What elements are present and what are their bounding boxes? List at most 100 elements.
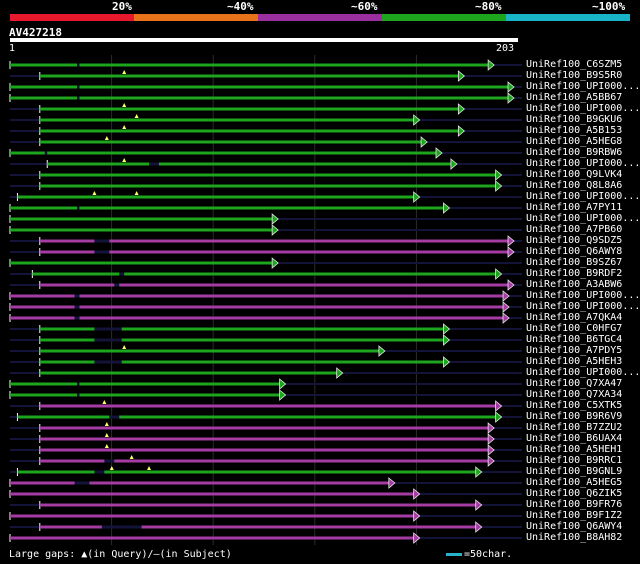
hit-row[interactable] bbox=[10, 367, 522, 379]
hit-label[interactable]: UniRef100_A5HEG8 bbox=[526, 136, 623, 147]
hit-row[interactable] bbox=[10, 268, 522, 280]
hit-row[interactable] bbox=[10, 191, 522, 203]
hit-row[interactable] bbox=[10, 466, 522, 478]
hit-bar[interactable] bbox=[39, 140, 424, 144]
hit-label[interactable]: UniRef100_C0HFG7 bbox=[526, 323, 623, 334]
hit-label[interactable]: UniRef100_B9GNL9 bbox=[526, 466, 623, 477]
hit-bar[interactable] bbox=[10, 151, 438, 155]
hit-bar[interactable] bbox=[39, 459, 491, 463]
hit-label[interactable]: UniRef100_UPI000... bbox=[526, 213, 640, 224]
hit-row[interactable] bbox=[10, 400, 522, 412]
hit-label[interactable]: UniRef100_Q6AWY8 bbox=[526, 246, 623, 257]
hit-bar[interactable] bbox=[39, 74, 461, 78]
hit-row[interactable] bbox=[10, 455, 522, 467]
hit-row[interactable] bbox=[9, 147, 522, 159]
hit-label[interactable]: UniRef100_B9RDF2 bbox=[526, 268, 623, 279]
hit-bar[interactable] bbox=[39, 327, 446, 331]
hit-label[interactable]: UniRef100_UPI000... bbox=[526, 290, 640, 301]
hit-label[interactable]: UniRef100_B9SZ67 bbox=[526, 257, 623, 268]
hit-bar[interactable] bbox=[47, 162, 453, 166]
hit-row[interactable] bbox=[10, 279, 522, 291]
hit-row[interactable] bbox=[10, 411, 522, 423]
hit-label[interactable]: UniRef100_B9S5R0 bbox=[526, 70, 623, 81]
hit-bar[interactable] bbox=[39, 360, 446, 364]
hit-bar[interactable] bbox=[10, 63, 491, 67]
hit-bar[interactable] bbox=[39, 448, 491, 452]
hit-label[interactable]: UniRef100_C5XTK5 bbox=[526, 400, 623, 411]
hit-row[interactable] bbox=[9, 301, 522, 313]
hit-bar[interactable] bbox=[39, 426, 491, 430]
hit-label[interactable]: UniRef100_B9FR76 bbox=[526, 499, 623, 510]
hit-bar[interactable] bbox=[10, 536, 416, 540]
hit-label[interactable]: UniRef100_Q8L8A6 bbox=[526, 180, 623, 191]
hit-label[interactable]: UniRef100_B7ZZU2 bbox=[526, 422, 623, 433]
hit-bar[interactable] bbox=[39, 404, 498, 408]
hit-bar[interactable] bbox=[39, 107, 461, 111]
hit-bar[interactable] bbox=[39, 283, 511, 287]
hit-bar[interactable] bbox=[10, 393, 282, 397]
hit-row[interactable] bbox=[10, 433, 522, 445]
hit-label[interactable]: UniRef100_B9F1Z2 bbox=[526, 510, 623, 521]
hit-row[interactable] bbox=[10, 114, 522, 126]
hit-row[interactable] bbox=[9, 213, 522, 225]
hit-bar[interactable] bbox=[17, 415, 498, 419]
hit-label[interactable]: UniRef100_B9RRC1 bbox=[526, 455, 623, 466]
hit-bar[interactable] bbox=[10, 96, 510, 100]
hit-label[interactable]: UniRef100_Q9LVK4 bbox=[526, 169, 623, 180]
hit-bar[interactable] bbox=[39, 503, 478, 507]
hit-row[interactable] bbox=[9, 224, 522, 236]
hit-label[interactable]: UniRef100_UPI000... bbox=[526, 301, 640, 312]
hit-row[interactable] bbox=[9, 59, 522, 71]
hit-label[interactable]: UniRef100_Q6AWY4 bbox=[526, 521, 623, 532]
hit-bar[interactable] bbox=[17, 470, 478, 474]
hit-bar[interactable] bbox=[10, 492, 416, 496]
hit-label[interactable]: UniRef100_A3ABW6 bbox=[526, 279, 623, 290]
hit-row[interactable] bbox=[9, 81, 522, 93]
hit-row[interactable] bbox=[10, 345, 522, 357]
hit-bar[interactable] bbox=[10, 294, 506, 298]
hit-row[interactable] bbox=[10, 422, 522, 434]
hit-bar[interactable] bbox=[39, 525, 478, 529]
hit-row[interactable] bbox=[9, 202, 522, 214]
hit-row[interactable] bbox=[9, 488, 522, 500]
hit-label[interactable]: UniRef100_Q6ZIK5 bbox=[526, 488, 623, 499]
hit-row[interactable] bbox=[10, 136, 522, 148]
hit-row[interactable] bbox=[10, 125, 522, 137]
hit-label[interactable]: UniRef100_UPI000... bbox=[526, 103, 640, 114]
hit-row[interactable] bbox=[9, 510, 522, 522]
hit-label[interactable]: UniRef100_UPI000... bbox=[526, 158, 640, 169]
hit-row[interactable] bbox=[9, 389, 522, 401]
hit-label[interactable]: UniRef100_B6UAX4 bbox=[526, 433, 623, 444]
hit-row[interactable] bbox=[10, 158, 522, 170]
hit-row[interactable] bbox=[10, 499, 522, 511]
hit-row[interactable] bbox=[10, 356, 522, 368]
hit-row[interactable] bbox=[9, 532, 522, 544]
hit-label[interactable]: UniRef100_A7PDY5 bbox=[526, 345, 623, 356]
hit-bar[interactable] bbox=[32, 272, 498, 276]
hit-label[interactable]: UniRef100_A7PB60 bbox=[526, 224, 623, 235]
hit-row[interactable] bbox=[9, 290, 522, 302]
hit-row[interactable] bbox=[10, 246, 522, 258]
hit-label[interactable]: UniRef100_A5HEG5 bbox=[526, 477, 623, 488]
hit-label[interactable]: UniRef100_UPI000... bbox=[526, 191, 640, 202]
hit-row[interactable] bbox=[10, 334, 522, 346]
hit-label[interactable]: UniRef100_B9GKU6 bbox=[526, 114, 623, 125]
hit-label[interactable]: UniRef100_A5HEH3 bbox=[526, 356, 623, 367]
hit-bar[interactable] bbox=[39, 118, 416, 122]
hit-row[interactable] bbox=[10, 70, 522, 82]
hit-bar[interactable] bbox=[10, 514, 416, 518]
hit-row[interactable] bbox=[10, 235, 522, 247]
hit-row[interactable] bbox=[9, 378, 522, 390]
hit-row[interactable] bbox=[10, 323, 522, 335]
hit-bar[interactable] bbox=[17, 195, 416, 199]
hit-label[interactable]: UniRef100_A5B153 bbox=[526, 125, 623, 136]
hit-label[interactable]: UniRef100_B9R6V9 bbox=[526, 411, 623, 422]
hit-row[interactable] bbox=[9, 92, 522, 104]
hit-row[interactable] bbox=[10, 169, 522, 181]
hit-bar[interactable] bbox=[39, 173, 498, 177]
hit-bar[interactable] bbox=[10, 206, 446, 210]
hit-label[interactable]: UniRef100_A7QKA4 bbox=[526, 312, 623, 323]
hit-label[interactable]: UniRef100_A5HEH1 bbox=[526, 444, 623, 455]
hit-bar[interactable] bbox=[10, 305, 506, 309]
hit-bar[interactable] bbox=[39, 239, 511, 243]
